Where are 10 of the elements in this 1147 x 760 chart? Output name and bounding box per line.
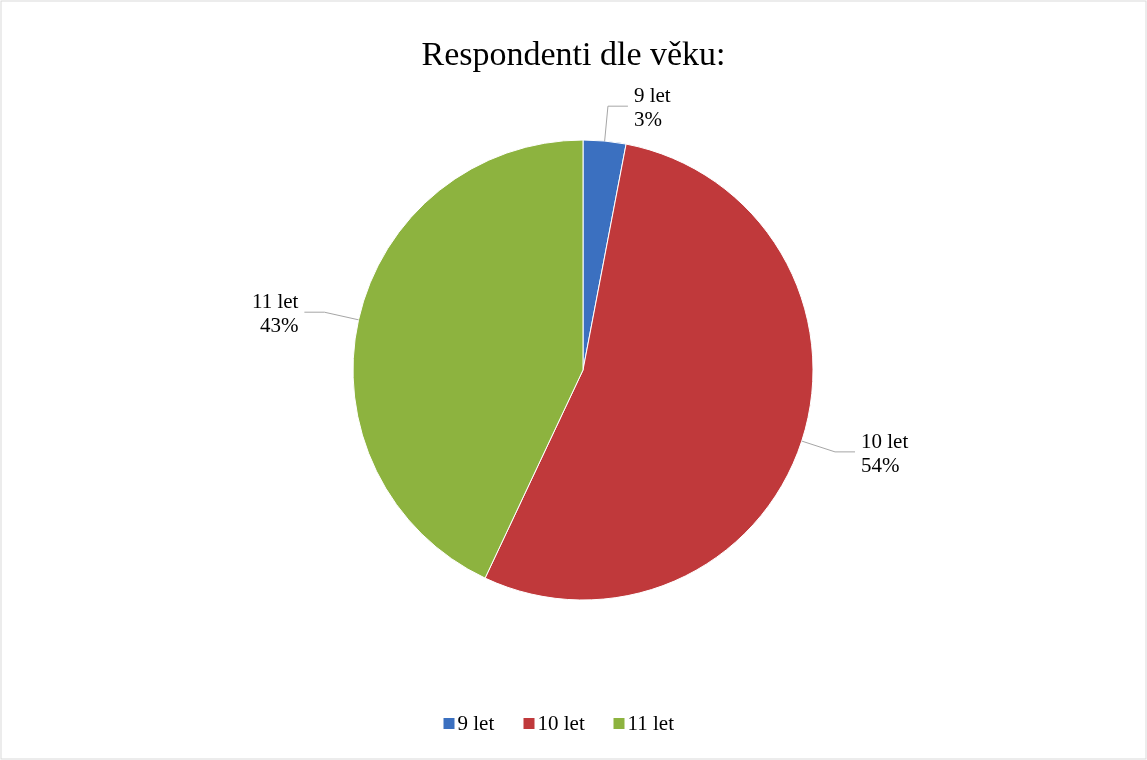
slice-label: 10 let	[861, 428, 909, 453]
chart-title: Respondenti dle věku:	[421, 35, 726, 72]
data-label: 43%	[259, 313, 299, 338]
data-label: 3%	[633, 107, 662, 132]
slice-label: 9 let	[633, 83, 671, 108]
legend-label: 9 let	[457, 711, 495, 735]
legend-label: 10 let	[537, 711, 585, 735]
slice-label: 11 let	[251, 289, 299, 314]
data-label: 54%	[861, 453, 900, 478]
legend-label: 11 let	[627, 711, 675, 735]
